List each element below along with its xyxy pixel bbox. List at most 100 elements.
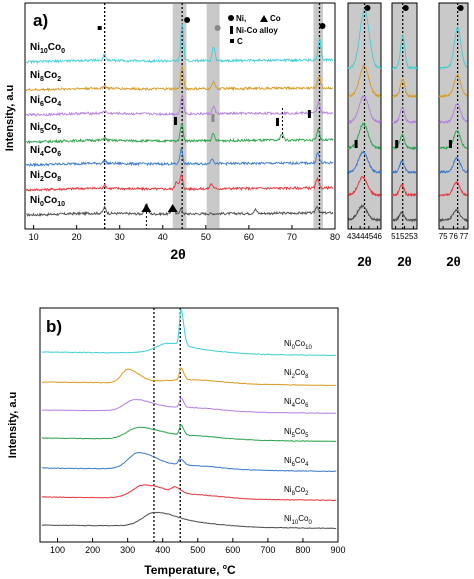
panel-a-xlabel: 2θ — [170, 246, 185, 262]
xrd-series-line — [25, 94, 334, 117]
tpr-series-line — [41, 424, 337, 443]
legend-alloy-label: Ni-Co alloy — [236, 26, 278, 35]
series-label: Ni6Co4 — [284, 456, 309, 468]
tpr-series-line — [41, 484, 337, 502]
legend-triangle-icon — [260, 15, 268, 22]
co-marker — [167, 204, 178, 212]
x-tick-label: 600 — [225, 545, 240, 555]
ni-marker — [402, 5, 409, 11]
x-tick-label: 700 — [260, 545, 275, 555]
ni-marker — [319, 23, 326, 29]
legend-rect-icon — [230, 26, 233, 34]
inset-series-line — [438, 156, 468, 174]
alloy-marker — [211, 114, 215, 122]
panel-b-xlabel: Temperature, oC — [144, 563, 236, 577]
inset-xlabel: 2θ — [397, 254, 411, 269]
series-label: Ni2Co8 — [30, 170, 61, 183]
inset-series-line — [391, 159, 417, 175]
series-label: Ni8Co2 — [30, 70, 61, 83]
inset-series-line — [347, 122, 382, 151]
x-tick-label: 44 — [356, 232, 365, 241]
inset-panel: 43 44 45 46 2θ — [347, 2, 383, 269]
tpr-series-line — [41, 451, 337, 473]
inset-series-line — [391, 107, 418, 125]
panel-b: Ni10Co0 Ni8Co2 Ni6Co4 Ni5Co5 Ni4Co6 Ni2Co8 Ni0… — [7, 307, 346, 577]
series-label: Ni6Co4 — [30, 95, 61, 108]
x-tick-label: 75 — [439, 232, 448, 241]
x-tick-label: 400 — [155, 545, 170, 555]
tpr-series-line — [41, 367, 337, 387]
alloy-marker — [307, 110, 311, 118]
shaded-band — [313, 4, 323, 228]
x-tick-label: 80 — [330, 232, 340, 242]
x-tick-label: 100 — [50, 545, 65, 555]
x-tick-label: 70 — [287, 232, 297, 242]
inset-series-line — [391, 183, 418, 198]
inset-panel: 75 76 77 2θ — [438, 2, 469, 269]
ni-marker — [457, 5, 464, 11]
x-tick-label: 800 — [295, 545, 310, 555]
inset-series-line — [348, 150, 382, 175]
alloy-marker — [354, 140, 358, 148]
ni-marker — [364, 5, 371, 11]
series-label: Ni8Co2 — [284, 485, 309, 497]
x-tick-label: 20 — [72, 232, 82, 242]
inset-plot-area — [438, 2, 469, 230]
inset-xlabel: 2θ — [446, 254, 460, 269]
xrd-series-line — [26, 122, 334, 145]
tpr-series-line — [41, 308, 337, 356]
x-tick-label: 52 — [400, 232, 409, 241]
series-label: Ni10Co0 — [30, 42, 65, 55]
legend-c-label: C — [237, 37, 243, 46]
inset-xlabel: 2θ — [357, 254, 371, 269]
tpr-series-line — [41, 397, 337, 415]
inset-series-line — [438, 129, 468, 150]
panel-a-label: a) — [33, 11, 48, 30]
panel-a-legend: Ni, Co Ni-Co alloy C — [228, 14, 281, 46]
alloy-marker — [395, 140, 399, 148]
legend-square-icon — [230, 39, 234, 43]
inset-series-line — [439, 25, 468, 71]
x-tick-label: 30 — [115, 232, 125, 242]
x-tick-label: 53 — [409, 232, 418, 241]
legend-circle-icon — [228, 15, 234, 21]
legend-co-label: Co — [270, 14, 281, 23]
series-label: Ni4Co6 — [284, 397, 309, 409]
inset-series-line — [347, 176, 382, 198]
x-tick-label: 500 — [190, 545, 205, 555]
x-tick-label: 46 — [373, 232, 382, 241]
panel-b-ylabel: Intensity, a.u — [7, 392, 19, 458]
ni-marker — [184, 17, 191, 23]
x-tick-label: 50 — [201, 232, 211, 242]
x-tick-label: 200 — [85, 545, 100, 555]
inset-series-line — [438, 208, 468, 223]
shaded-band — [172, 4, 187, 228]
panel-a-plot-area — [24, 2, 336, 230]
x-tick-label: 60 — [244, 232, 254, 242]
x-tick-label: 10 — [29, 232, 39, 242]
panel-b-label: b) — [46, 317, 62, 336]
x-tick-label: 300 — [120, 545, 135, 555]
series-label: Ni0Co10 — [30, 195, 65, 208]
x-tick-label: 40 — [158, 232, 168, 242]
xrd-series-line — [25, 65, 334, 92]
x-tick-label: 51 — [391, 232, 400, 241]
panel-a-ylabel: Intensity, a.u — [4, 85, 16, 151]
inset-series-line — [347, 64, 382, 98]
co-marker — [141, 204, 152, 212]
alloy-marker — [276, 118, 280, 126]
xrd-series-line — [26, 22, 334, 65]
inset-panel: 51 52 53 2θ — [391, 2, 418, 269]
series-label: Ni2Co8 — [284, 368, 309, 380]
series-label: Ni10Co0 — [284, 514, 312, 526]
series-label: Ni0Co10 — [284, 339, 312, 351]
legend-ni-label: Ni, — [236, 14, 246, 23]
series-label: Ni5Co5 — [284, 427, 309, 439]
x-tick-label: 76 — [449, 232, 458, 241]
inset-series-line — [347, 204, 382, 223]
x-tick-label: 77 — [459, 232, 468, 241]
series-label: Ni5Co5 — [30, 122, 61, 135]
tpr-series-line — [41, 511, 337, 530]
panel-b-plot-area — [39, 307, 339, 543]
